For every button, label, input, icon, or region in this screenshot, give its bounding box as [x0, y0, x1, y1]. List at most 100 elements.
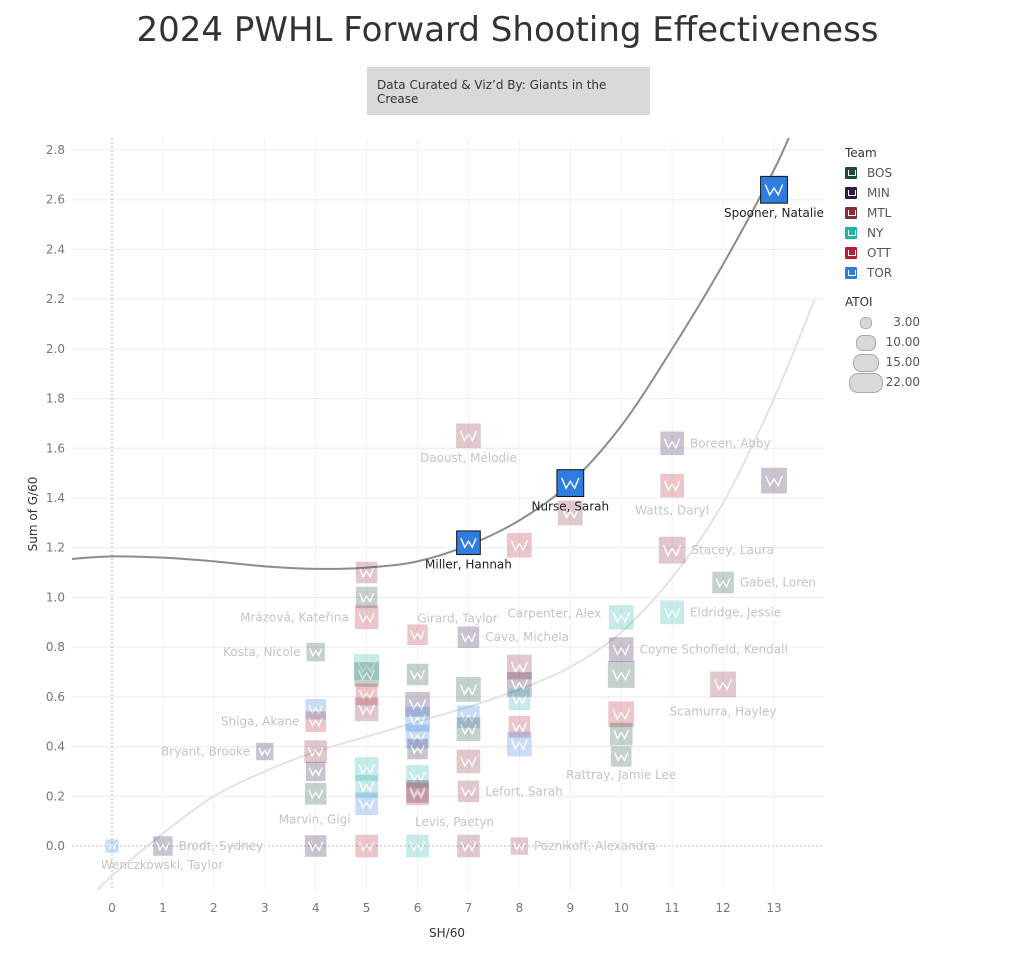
data-point[interactable]	[406, 765, 429, 788]
legend-item-bos[interactable]: BOS	[845, 163, 892, 183]
data-point[interactable]	[256, 742, 274, 761]
data-point[interactable]	[304, 740, 327, 763]
data-point[interactable]	[660, 600, 684, 625]
data-point[interactable]	[406, 780, 429, 803]
data-point[interactable]	[456, 530, 481, 556]
data-point[interactable]	[608, 637, 634, 662]
point-label: Wenczkowski, Taylor	[101, 858, 223, 872]
data-point[interactable]	[406, 834, 429, 858]
data-point[interactable]	[507, 532, 532, 558]
legend-item-min[interactable]: MIN	[845, 183, 892, 203]
data-point[interactable]	[305, 761, 326, 782]
x-tick-label: 5	[363, 901, 371, 915]
data-point[interactable]	[710, 671, 736, 698]
data-point[interactable]	[407, 624, 428, 645]
data-point[interactable]	[405, 706, 430, 732]
data-point[interactable]	[405, 724, 430, 749]
team-color-swatch	[845, 207, 857, 219]
data-point[interactable]	[508, 688, 531, 711]
pwhl-logo-icon	[358, 669, 376, 681]
size-legend-item: 10.00	[845, 332, 935, 352]
team-color-swatch	[845, 267, 857, 279]
pwhl-logo-icon	[410, 630, 425, 641]
pwhl-logo-icon	[358, 764, 375, 776]
data-point[interactable]	[760, 175, 788, 204]
data-point[interactable]	[556, 469, 585, 497]
size-legend-value: 15.00	[885, 355, 920, 369]
data-point[interactable]	[456, 717, 481, 741]
data-point[interactable]	[153, 836, 173, 856]
data-point[interactable]	[557, 500, 583, 526]
trend-lines	[72, 138, 816, 890]
data-point[interactable]	[355, 834, 378, 858]
data-point[interactable]	[354, 605, 379, 630]
legend-item-ott[interactable]: OTT	[845, 243, 892, 263]
point-marker	[556, 469, 585, 497]
data-point[interactable]	[306, 642, 325, 662]
data-point[interactable]	[608, 604, 634, 630]
data-point[interactable]	[761, 467, 787, 494]
y-tick-label: 0.2	[46, 789, 65, 803]
pwhl-logo-icon	[307, 746, 324, 758]
data-point[interactable]	[609, 722, 633, 746]
data-point[interactable]	[304, 783, 327, 805]
x-tick-label: 10	[614, 901, 629, 915]
data-point[interactable]	[507, 672, 532, 697]
data-point[interactable]	[457, 705, 480, 729]
pwhl-logo-icon	[409, 670, 426, 681]
data-point[interactable]	[105, 839, 119, 853]
data-point[interactable]	[304, 835, 327, 857]
data-point[interactable]	[355, 775, 378, 798]
data-point[interactable]	[354, 662, 379, 687]
data-point[interactable]	[305, 699, 326, 720]
data-point[interactable]	[456, 749, 481, 774]
data-point[interactable]	[355, 792, 378, 816]
point-marker	[406, 663, 429, 686]
data-point[interactable]	[457, 780, 480, 803]
data-point[interactable]	[354, 697, 379, 722]
point-marker	[508, 688, 531, 711]
data-point[interactable]	[507, 731, 532, 757]
data-point[interactable]	[456, 423, 481, 449]
legend-item-ny[interactable]: NY	[845, 223, 892, 243]
data-point[interactable]	[407, 738, 428, 760]
point-marker	[305, 761, 326, 782]
data-point[interactable]	[712, 571, 734, 594]
data-point[interactable]	[508, 715, 531, 738]
x-tick-label: 11	[665, 901, 680, 915]
data-point[interactable]	[610, 746, 632, 767]
data-point[interactable]	[353, 654, 380, 680]
pwhl-logo-icon	[460, 786, 477, 797]
data-point[interactable]	[405, 691, 430, 717]
y-tick-label: 2.6	[46, 193, 65, 207]
pwhl-logo-icon	[308, 717, 323, 728]
x-tick-label: 8	[516, 901, 524, 915]
data-point[interactable]	[456, 677, 481, 702]
data-point[interactable]	[406, 782, 429, 806]
point-marker	[507, 532, 532, 558]
data-point[interactable]	[507, 654, 532, 680]
pwhl-logo-icon	[511, 694, 527, 706]
data-point[interactable]	[607, 661, 635, 688]
data-point[interactable]	[510, 837, 529, 855]
data-point[interactable]	[608, 701, 635, 728]
point-marker	[355, 683, 378, 706]
pwhl-logo-icon	[359, 593, 375, 604]
data-point[interactable]	[355, 586, 378, 609]
data-point[interactable]	[660, 431, 684, 456]
data-point[interactable]	[658, 536, 686, 564]
data-point[interactable]	[457, 834, 480, 858]
data-point[interactable]	[305, 711, 326, 732]
size-legend-value: 3.00	[893, 315, 920, 329]
data-point[interactable]	[406, 663, 429, 686]
point-marker	[304, 783, 327, 805]
legend-item-tor[interactable]: TOR	[845, 263, 892, 283]
legend-item-mtl[interactable]: MTL	[845, 203, 892, 223]
point-label: Cava, Michela	[485, 630, 569, 644]
data-point[interactable]	[660, 473, 684, 498]
point-marker	[457, 705, 480, 729]
data-point[interactable]	[355, 683, 378, 706]
data-point[interactable]	[355, 561, 378, 584]
data-point[interactable]	[457, 626, 480, 648]
data-point[interactable]	[354, 757, 379, 781]
